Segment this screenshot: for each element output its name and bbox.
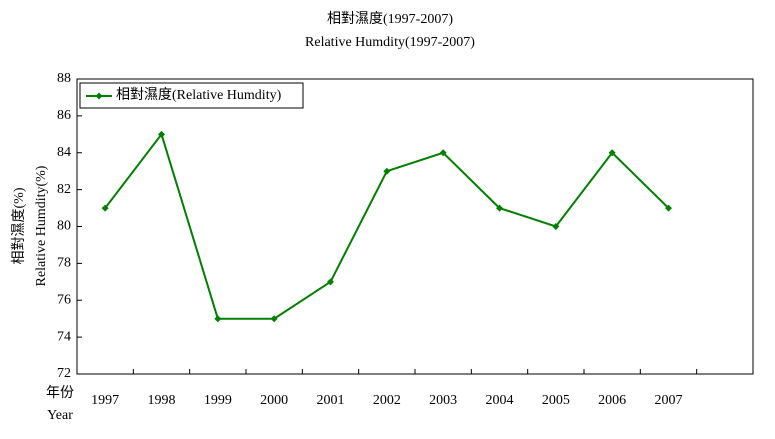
y-axis-title-en: Relative Humdity(%) bbox=[34, 165, 49, 286]
y-axis-title: 相對濕度(%) bbox=[11, 187, 27, 264]
data-point bbox=[665, 204, 672, 212]
x-tick-label: 2003 bbox=[429, 393, 457, 408]
x-axis-title: 年份 bbox=[46, 385, 74, 401]
y-tick-label: 72 bbox=[57, 366, 71, 381]
x-tick-label: 2005 bbox=[542, 393, 570, 408]
x-tick-label: 2002 bbox=[373, 393, 401, 408]
x-tick-label: 2007 bbox=[655, 393, 683, 408]
x-tick-label: 1997 bbox=[91, 393, 119, 408]
x-axis-title-en: Year bbox=[47, 408, 73, 423]
x-tick-label: 2000 bbox=[260, 393, 288, 408]
data-point bbox=[158, 130, 165, 138]
plot-area bbox=[76, 78, 754, 375]
chart-subtitle: Relative Humdity(1997-2007) bbox=[305, 35, 475, 50]
x-tick-label: 2001 bbox=[317, 393, 345, 408]
x-tick-label: 2006 bbox=[598, 393, 626, 408]
y-tick-label: 76 bbox=[57, 292, 71, 307]
legend-label: 相對濕度(Relative Humdity) bbox=[116, 87, 282, 103]
data-point bbox=[327, 278, 334, 286]
y-tick-label: 84 bbox=[57, 145, 71, 160]
legend-marker bbox=[95, 92, 103, 100]
legend-box bbox=[79, 82, 304, 109]
data-point bbox=[608, 149, 616, 157]
x-tick-label: 1998 bbox=[148, 393, 176, 408]
y-tick-label: 74 bbox=[57, 329, 71, 344]
y-tick-label: 82 bbox=[57, 182, 71, 197]
y-tick-label: 78 bbox=[57, 256, 71, 271]
y-tick-label: 88 bbox=[57, 71, 71, 86]
data-point bbox=[270, 315, 278, 323]
data-point bbox=[552, 223, 560, 230]
y-tick-label: 86 bbox=[57, 108, 71, 123]
x-tick-label: 1999 bbox=[204, 393, 232, 408]
chart-title: 相對濕度(1997-2007) bbox=[327, 11, 453, 27]
data-point bbox=[101, 204, 109, 212]
data-line bbox=[104, 132, 670, 320]
x-tick-label: 2004 bbox=[486, 393, 514, 408]
data-point bbox=[214, 315, 222, 323]
data-point bbox=[383, 167, 391, 175]
y-tick-label: 80 bbox=[57, 219, 71, 234]
data-point bbox=[439, 149, 447, 157]
data-point bbox=[496, 204, 503, 212]
